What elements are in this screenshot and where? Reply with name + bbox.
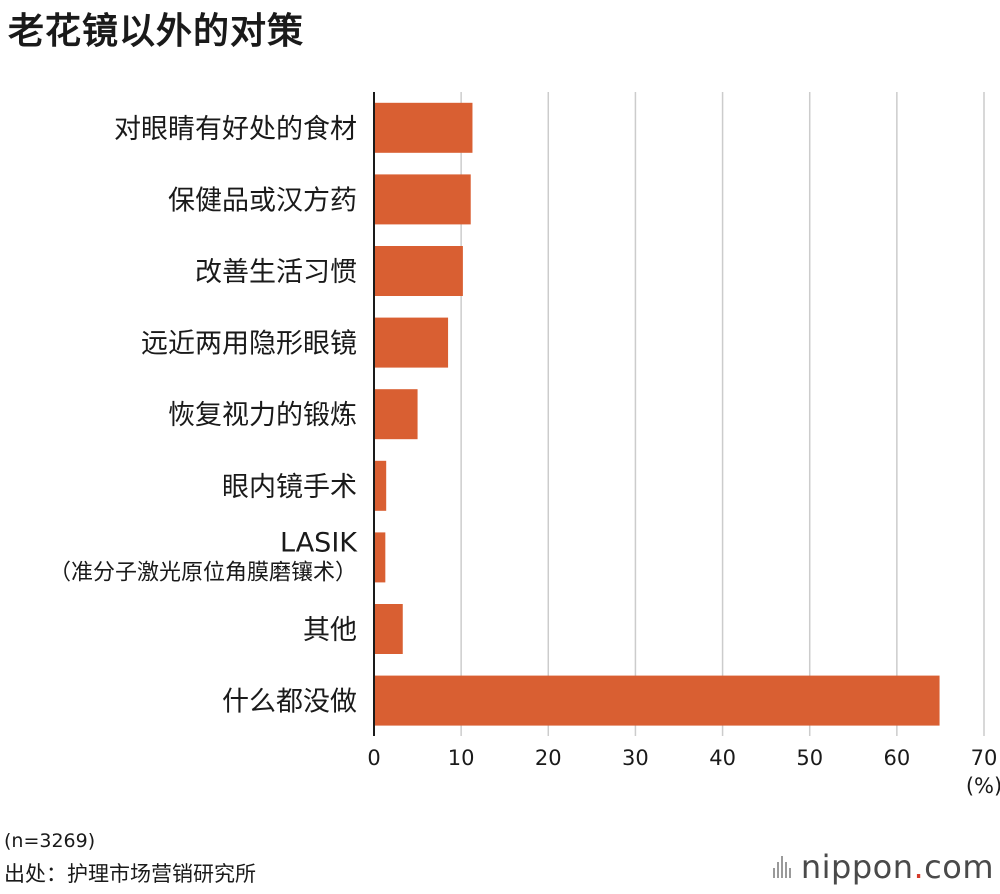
bar-chart: 对眼睛有好处的食材保健品或汉方药改善生活习惯远近两用隐形眼镜恢复视力的锻炼眼内镜… xyxy=(49,92,1000,798)
bar xyxy=(374,532,386,583)
logo-suffix: com xyxy=(924,848,994,886)
logo-dot: . xyxy=(913,848,925,886)
x-tick-label: 60 xyxy=(883,746,910,770)
bar xyxy=(374,317,449,368)
category-label: 其他 xyxy=(303,615,357,646)
nippon-logo: nippon. com xyxy=(772,848,994,886)
x-tick-label: 50 xyxy=(796,746,823,770)
x-tick-label: 70 xyxy=(971,746,998,770)
logo-main: nippon xyxy=(800,848,914,886)
category-label: LASIK xyxy=(280,527,358,558)
x-axis-unit: (%) xyxy=(966,774,1000,798)
chart-title: 老花镜以外的对策 xyxy=(8,11,305,52)
sound-bars-icon xyxy=(772,856,791,878)
bar xyxy=(374,460,387,511)
category-label: 改善生活习惯 xyxy=(195,257,357,288)
bar xyxy=(374,675,940,726)
category-label: 眼内镜手术 xyxy=(222,472,357,503)
x-tick-label: 10 xyxy=(448,746,475,770)
category-label: 保健品或汉方药 xyxy=(168,185,357,216)
category-label: 恢复视力的锻炼 xyxy=(168,400,357,431)
bar xyxy=(374,102,473,153)
bar xyxy=(374,604,403,654)
category-label: 远近两用隐形眼镜 xyxy=(141,329,357,360)
x-tick-label: 20 xyxy=(535,746,562,770)
bar xyxy=(374,246,463,296)
x-tick-label: 30 xyxy=(622,746,649,770)
bar xyxy=(374,389,418,440)
source-note: 出处：护理市场营销研究所 xyxy=(4,862,256,886)
bar xyxy=(374,174,471,225)
category-label-sub: （准分子激光原位角膜磨镶术） xyxy=(49,560,357,585)
x-tick-label: 0 xyxy=(367,746,380,770)
sample-size-note: (n=3269) xyxy=(4,830,96,852)
category-label: 什么都没做 xyxy=(222,687,357,718)
x-tick-label: 40 xyxy=(709,746,736,770)
category-label: 对眼睛有好处的食材 xyxy=(114,114,357,145)
